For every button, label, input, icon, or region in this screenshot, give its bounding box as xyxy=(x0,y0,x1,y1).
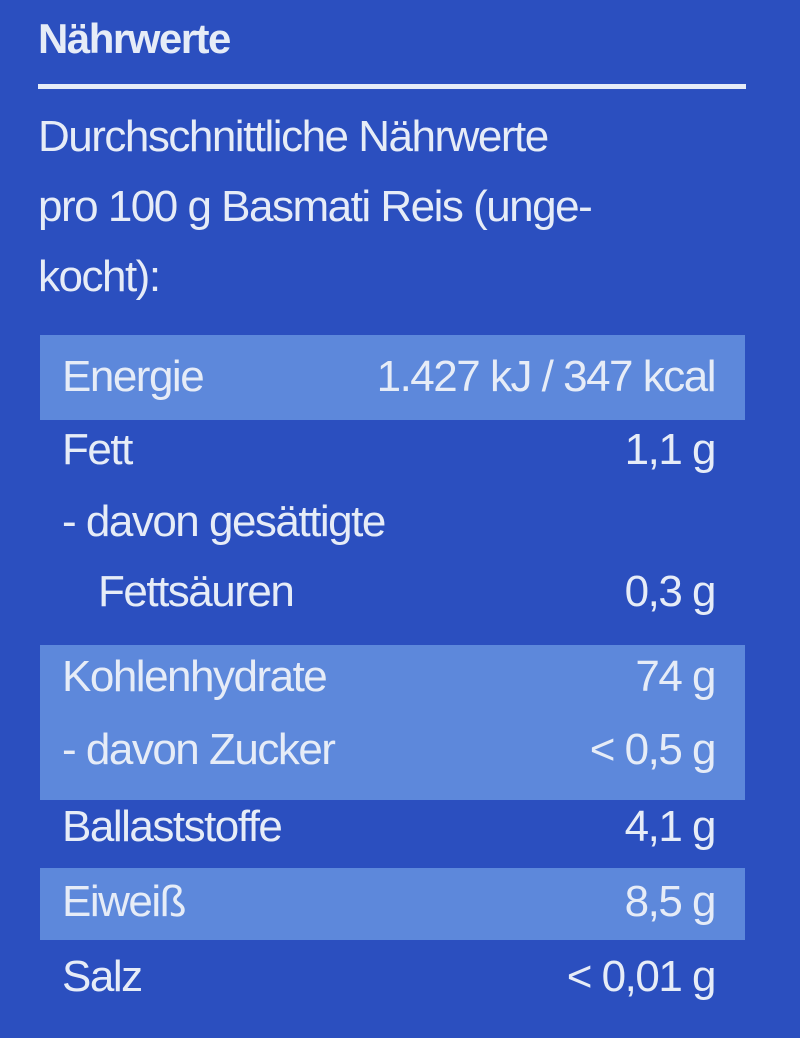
highlight-band xyxy=(40,645,745,800)
row-label: - davon Zucker xyxy=(62,725,336,774)
row-label: Fettsäuren xyxy=(98,567,295,616)
row-label: Fett xyxy=(62,425,133,474)
row-label: Energie xyxy=(62,352,205,401)
row-label: - davon gesättigte xyxy=(62,497,386,546)
row-value: 1,1 g xyxy=(624,425,717,474)
intro-line: Durchschnittliche Nährwerte xyxy=(38,112,549,161)
row-value: < 0,01 g xyxy=(566,952,717,1001)
row-label: Eiweiß xyxy=(62,877,187,926)
highlight-band xyxy=(40,868,745,940)
highlight-band xyxy=(40,335,745,420)
row-label: Kohlenhydrate xyxy=(62,652,328,701)
title-rule xyxy=(38,84,746,89)
row-value: 8,5 g xyxy=(624,877,717,926)
intro-line: pro 100 g Basmati Reis (unge- xyxy=(38,182,593,231)
row-value: 4,1 g xyxy=(624,802,717,851)
title: Nährwerte xyxy=(38,15,231,62)
intro-line: kocht): xyxy=(38,252,161,301)
row-value: 1.427 kJ / 347 kcal xyxy=(376,352,717,401)
row-value: 74 g xyxy=(635,652,716,701)
row-value: 0,3 g xyxy=(624,567,717,616)
row-label: Salz xyxy=(62,952,143,1001)
row-label: Ballaststoffe xyxy=(62,802,283,851)
row-value: < 0,5 g xyxy=(589,725,717,774)
